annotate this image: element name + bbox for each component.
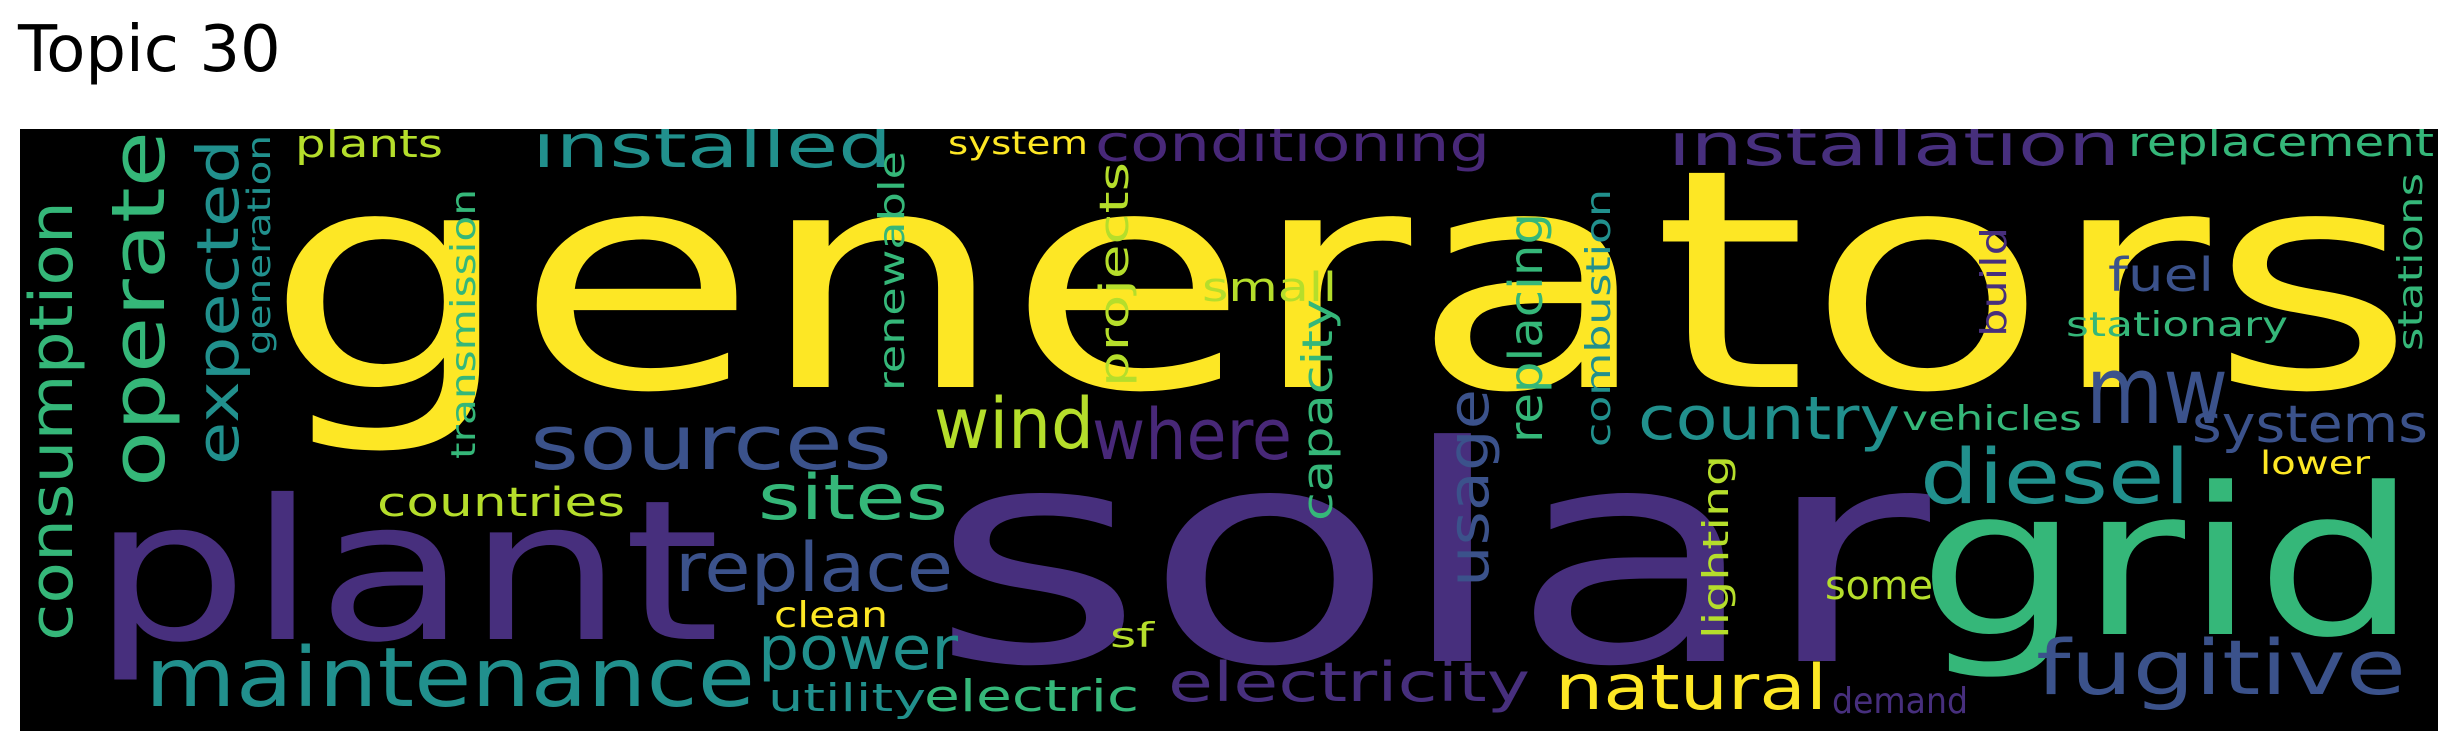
word-capacity: capacity xyxy=(1293,299,1342,521)
word-fugitive: fugitive xyxy=(2036,623,2406,712)
word-solar: solar xyxy=(930,383,1934,731)
word-clean: clean xyxy=(774,595,888,636)
word-consumption: consumption xyxy=(20,201,87,641)
word-where: where xyxy=(1092,394,1292,476)
word-mw: mw xyxy=(2086,337,2228,446)
word-stations: stations xyxy=(2391,173,2431,351)
word-fuel: fuel xyxy=(2108,248,2214,302)
word-country: country xyxy=(1638,384,1900,454)
word-plant: plant xyxy=(92,458,720,685)
word-replacing: replacing xyxy=(1499,213,1553,443)
word-cloud: generators solar plant grid maintenance … xyxy=(20,129,2438,731)
word-electricity: electricity xyxy=(1168,651,1530,714)
word-operate: operate xyxy=(96,131,182,487)
word-plants: plants xyxy=(295,129,443,166)
word-small: small xyxy=(1202,265,1337,311)
word-generation: generation xyxy=(240,135,278,355)
figure-title: Topic 30 xyxy=(18,13,281,87)
word-lower: lower xyxy=(2260,444,2371,482)
word-build: build xyxy=(1974,227,2015,337)
word-wind: wind xyxy=(934,383,1094,465)
word-electric: electric xyxy=(924,671,1139,722)
word-system: system xyxy=(948,129,1088,162)
word-sources: sources xyxy=(530,398,892,487)
word-demand: demand xyxy=(1832,681,1968,722)
word-some: some xyxy=(1825,563,1933,609)
word-natural: natural xyxy=(1555,651,1827,724)
word-lighting: lighting xyxy=(1696,455,1737,639)
word-projects: projects xyxy=(1092,162,1138,387)
word-usage: usage xyxy=(1437,389,1502,587)
word-combustion: combustion xyxy=(1579,189,1619,447)
word-sites: sites xyxy=(758,461,948,534)
word-vehicles: vehicles xyxy=(1902,399,2082,439)
word-conditioning: conditioning xyxy=(1095,129,1490,173)
word-renewable: renewable xyxy=(872,151,913,391)
word-power: power xyxy=(758,614,958,684)
word-countries: countries xyxy=(377,480,625,526)
word-grid: grid xyxy=(1918,445,2418,683)
word-sf: sf xyxy=(1110,616,1156,656)
word-systems: systems xyxy=(2192,395,2428,455)
word-replacement: replacement xyxy=(2128,129,2434,166)
word-installed: installed xyxy=(532,129,892,182)
word-expected: expected xyxy=(184,139,252,465)
word-utility: utility xyxy=(768,676,926,720)
word-replace: replace xyxy=(675,529,953,608)
word-diesel: diesel xyxy=(1920,432,2190,521)
word-maintenance: maintenance xyxy=(145,631,755,726)
word-installation: installation xyxy=(1668,129,2120,179)
word-generators: generators xyxy=(265,129,2415,459)
word-transmission: transmission xyxy=(444,189,484,459)
word-stationary: stationary xyxy=(2066,305,2288,345)
